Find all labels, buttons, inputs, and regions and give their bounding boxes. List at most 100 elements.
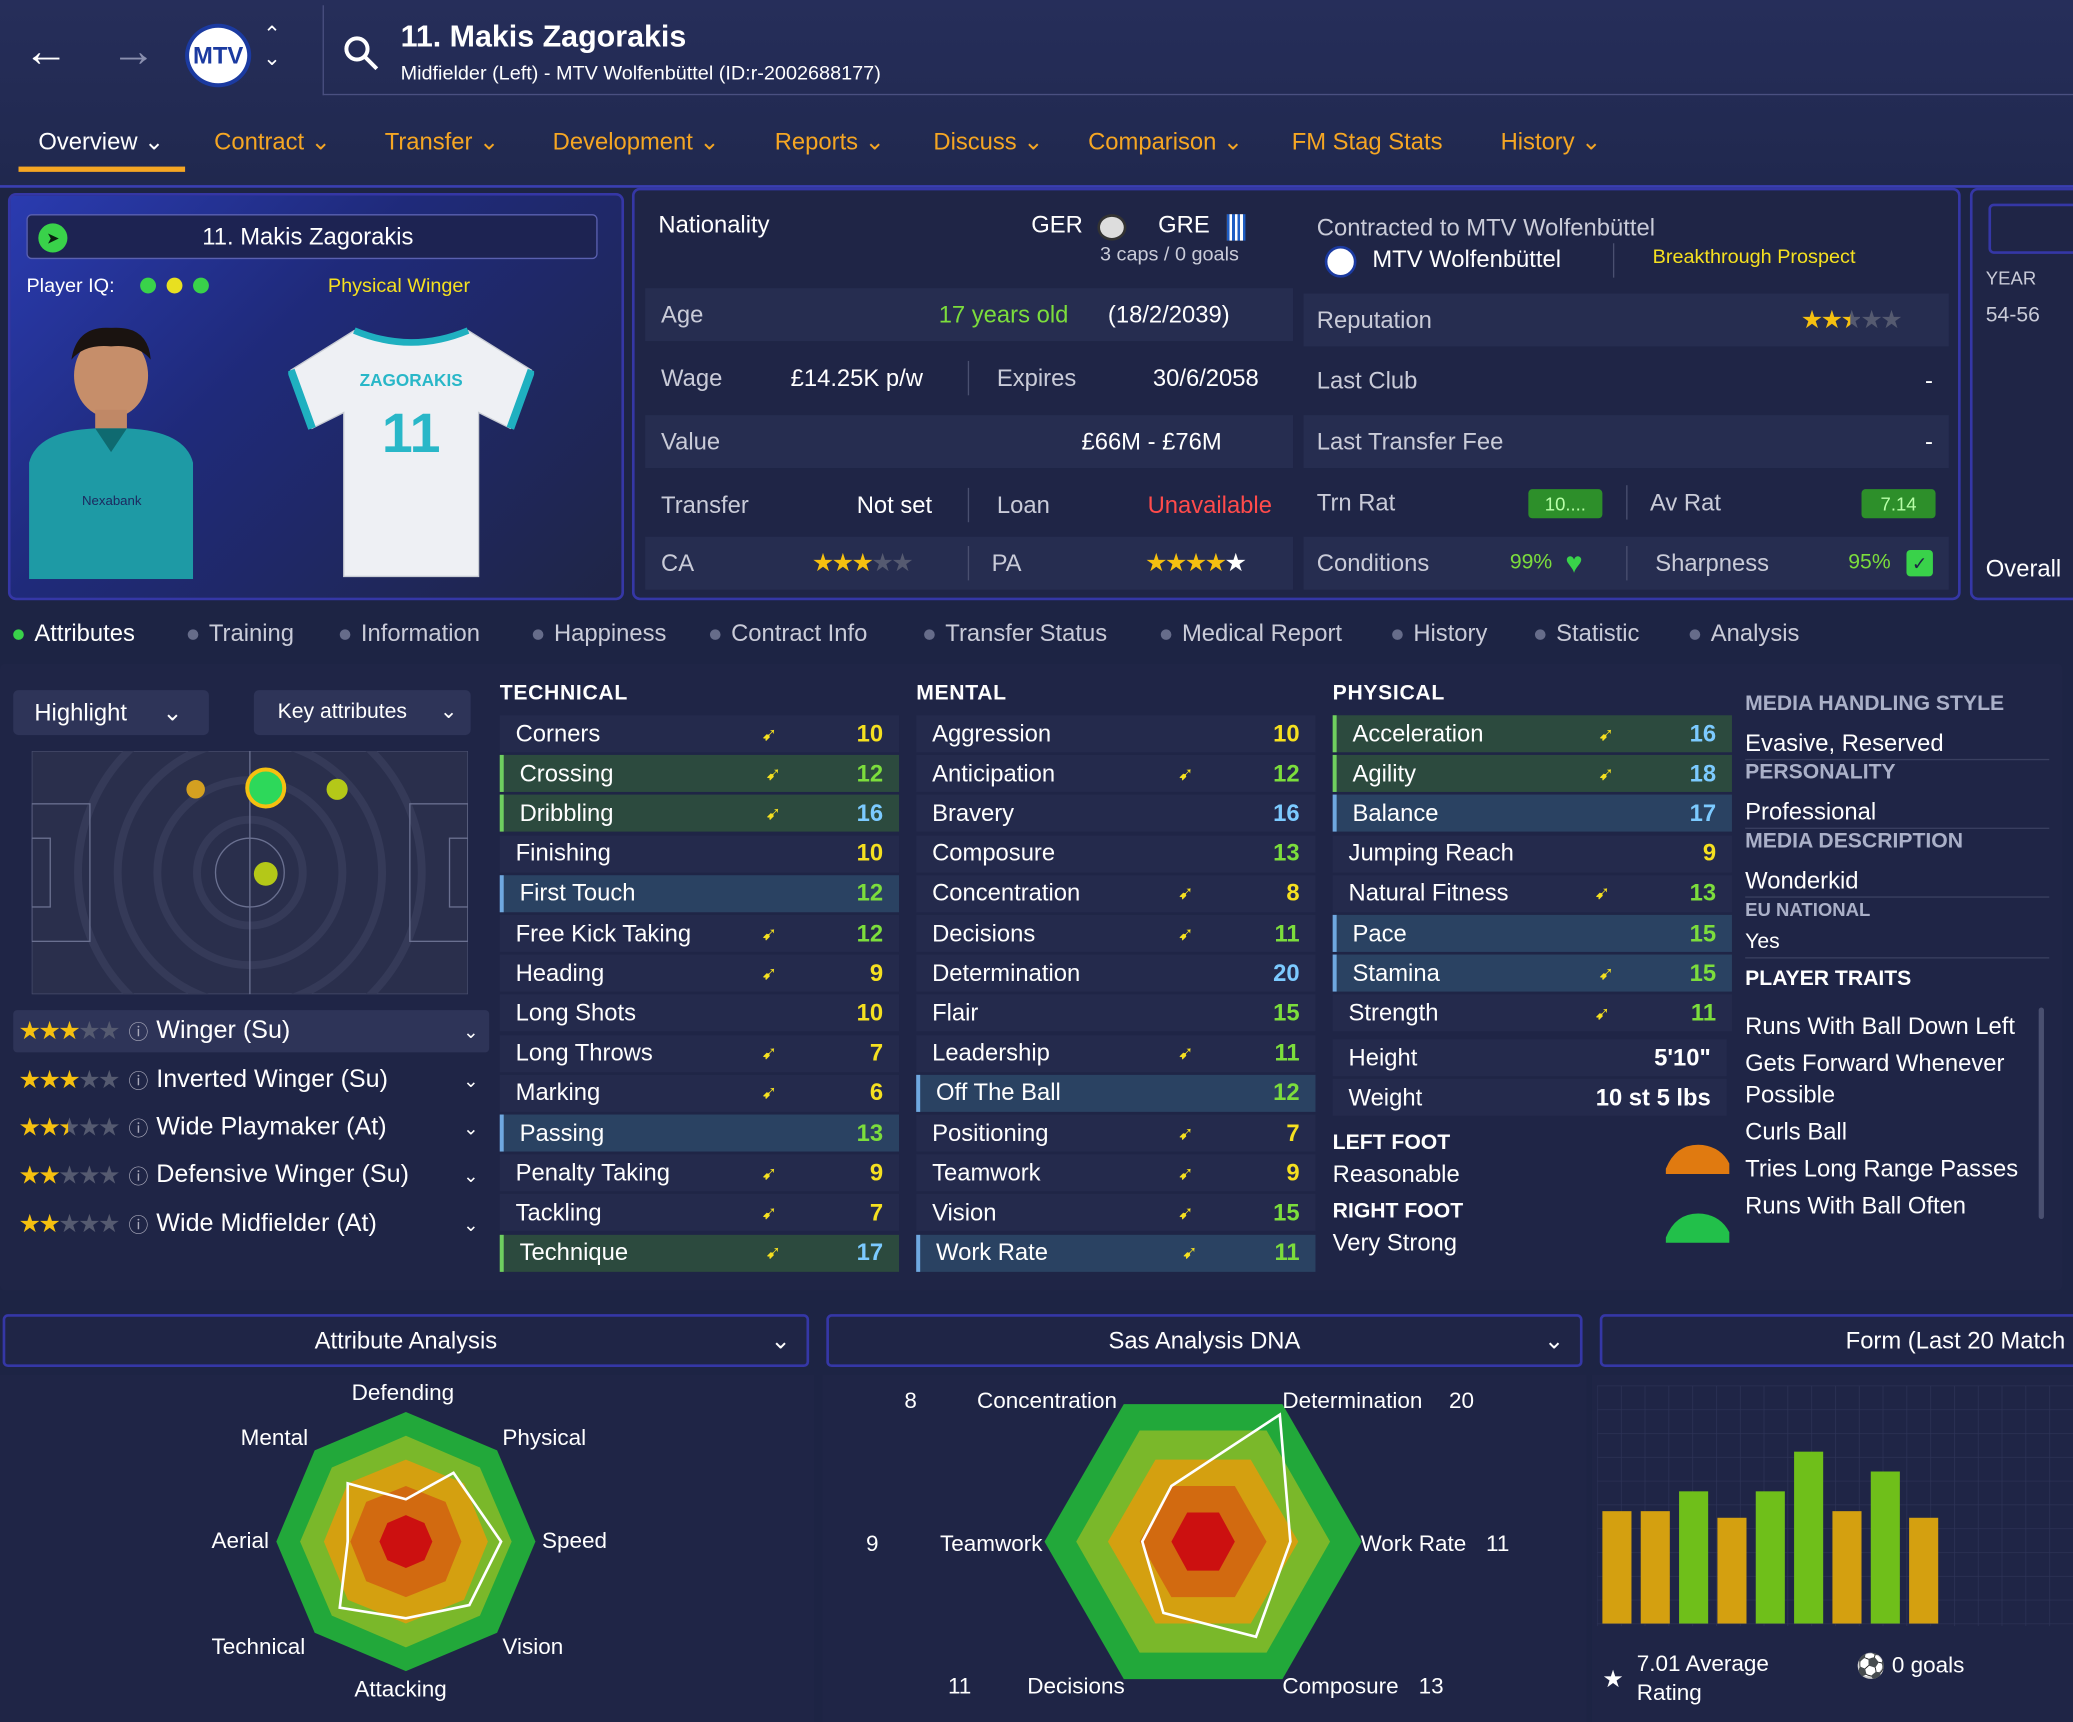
player-switch-icon[interactable]: ⌃ ⌄ [263,23,281,71]
player-iq-dots [140,277,209,294]
attribute-row[interactable]: Dribbling ➹ 16 [499,795,900,833]
menu-discuss[interactable]: Discuss ⌄ [933,128,1044,155]
attribute-row[interactable]: Positioning ➹ 7 [916,1114,1316,1152]
key-attributes-dropdown[interactable]: Key attributes ⌄ [253,690,471,736]
attribute-row[interactable]: Concentration ➹ 8 [916,874,1316,912]
attribute-name: Positioning [932,1119,1049,1146]
trn-badge: 10.... [1528,489,1603,519]
form-header[interactable]: Form (Last 20 Match [1599,1314,2073,1368]
side-dropdown[interactable] [1988,203,2073,254]
attribute-row[interactable]: Anticipation ➹ 12 [916,755,1316,793]
form-bar[interactable] [1794,1451,1824,1624]
tab-information[interactable]: Information [340,620,480,648]
tab-history[interactable]: History [1392,620,1487,648]
attribute-row[interactable]: Strength ➹ 11 [1332,994,1732,1032]
dna-header[interactable]: Sas Analysis DNA ⌄ [826,1314,1583,1368]
tab-training[interactable]: Training [188,620,294,648]
form-bar[interactable] [1602,1511,1632,1624]
attribute-row[interactable]: Aggression 10 [916,715,1316,753]
attribute-row[interactable]: Pace 15 [1332,914,1732,952]
attribute-name: Crossing [519,759,614,787]
attribute-row[interactable]: Jumping Reach 9 [1332,835,1732,873]
form-bar[interactable] [1679,1491,1709,1624]
form-bar[interactable] [1832,1511,1862,1624]
attribute-row[interactable]: Long Throws ➹ 7 [499,1034,900,1072]
radar-label-defending: Defending [351,1380,455,1406]
attribute-value: 11 [1274,1039,1300,1066]
attribute-row[interactable]: Decisions ➹ 11 [916,914,1316,952]
attribute-row[interactable]: Penalty Taking ➹ 9 [499,1154,900,1192]
attribute-row[interactable]: Composure 13 [916,835,1316,873]
menu-reports[interactable]: Reports ⌄ [774,128,885,155]
role-winger[interactable]: ★★★★★ ⓘ Winger (Su) ⌄ [13,1010,490,1053]
menu-comparison[interactable]: Comparison ⌄ [1088,128,1243,155]
attribute-row[interactable]: Crossing ➹ 12 [499,755,900,793]
attribute-row[interactable]: Passing 13 [499,1114,900,1152]
attribute-row[interactable]: Bravery 16 [916,795,1316,833]
form-bar[interactable] [1717,1517,1747,1624]
form-bar[interactable] [1870,1471,1900,1624]
attribute-row[interactable]: Technique ➹ 17 [499,1234,900,1272]
form-bar[interactable] [1755,1491,1785,1624]
trend-arrow-icon: ➹ [765,802,782,824]
attribute-row[interactable]: Vision ➹ 15 [916,1194,1316,1232]
traits-scrollbar[interactable] [2038,1007,2044,1219]
attribute-name: Concentration [932,879,1081,907]
menu-history[interactable]: History ⌄ [1500,128,1602,155]
role-defensive-winger[interactable]: ★★★★★ ⓘ Defensive Winger (Su) ⌄ [18,1160,479,1190]
radar-label-speed: Speed [542,1528,608,1554]
attribute-row[interactable]: Determination 20 [916,954,1316,992]
highlight-dropdown[interactable]: Highlight ⌄ [13,690,209,736]
attribute-analysis-header[interactable]: Attribute Analysis ⌄ [2,1314,810,1368]
menu-development[interactable]: Development ⌄ [552,128,720,155]
tab-transfer-status[interactable]: Transfer Status [924,620,1107,648]
attribute-row[interactable]: Stamina ➹ 15 [1332,954,1732,992]
form-bar[interactable] [1640,1511,1670,1624]
role-wide-playmaker[interactable]: ★★★★★ ⓘ Wide Playmaker (At) ⌄ [18,1113,479,1142]
form-bar[interactable] [1909,1517,1939,1624]
attribute-row[interactable]: Heading ➹ 9 [499,954,900,992]
tab-contract-info[interactable]: Contract Info [710,620,867,648]
role-inverted-winger[interactable]: ★★★★★ ⓘ Inverted Winger (Su) ⌄ [18,1065,479,1095]
nation-ger[interactable]: GER [1031,211,1083,238]
tab-attributes[interactable]: Attributes [13,620,135,648]
club-name[interactable]: MTV Wolfenbüttel [1372,245,1562,273]
value-label: Value [661,427,721,455]
attribute-row[interactable]: Marking ➹ 6 [499,1074,900,1112]
menu-transfer[interactable]: Transfer ⌄ [384,128,500,155]
forward-arrow-icon[interactable]: → [111,26,157,77]
attribute-row[interactable]: Natural Fitness ➹ 13 [1332,874,1732,912]
right-boot-icon [1665,1213,1730,1243]
attribute-row[interactable]: Long Shots 10 [499,994,900,1032]
attribute-row[interactable]: Free Kick Taking ➹ 12 [499,914,900,952]
attribute-value: 16 [1689,719,1717,747]
attribute-row[interactable]: Leadership ➹ 11 [916,1034,1316,1072]
role-wide-midfielder[interactable]: ★★★★★ ⓘ Wide Midfielder (At) ⌄ [18,1209,479,1239]
club-crest[interactable]: MTV [185,23,252,88]
menu-contract[interactable]: Contract ⌄ [214,128,331,155]
nation-gre[interactable]: GRE [1158,211,1210,238]
tab-medical-report[interactable]: Medical Report [1161,620,1342,648]
back-arrow-icon[interactable]: ← [23,26,69,77]
attribute-row[interactable]: Flair 15 [916,994,1316,1032]
attribute-row[interactable]: Off The Ball 12 [916,1074,1316,1112]
attribute-row[interactable]: Corners ➹ 10 [499,715,900,753]
attribute-row[interactable]: Balance 17 [1332,795,1732,833]
attribute-row[interactable]: Tackling ➹ 7 [499,1194,900,1232]
menu-overview[interactable]: Overview ⌄ [38,128,165,155]
attribute-row[interactable]: Teamwork ➹ 9 [916,1154,1316,1192]
attribute-row[interactable]: First Touch 12 [499,874,900,912]
tab-statistic[interactable]: Statistic [1535,620,1639,648]
attribute-name: Off The Ball [936,1079,1061,1106]
last-club-label: Last Club [1316,366,1418,394]
attribute-row[interactable]: Work Rate ➹ 11 [916,1234,1316,1272]
attribute-row[interactable]: Finishing 10 [499,835,900,873]
ger-flag-icon [1097,214,1127,241]
info-icon: ⓘ [128,1214,149,1237]
tab-happiness[interactable]: Happiness [533,620,666,648]
menu-fm-stag-stats[interactable]: FM Stag Stats [1291,128,1443,155]
attribute-row[interactable]: Agility ➹ 18 [1332,755,1732,793]
search-icon[interactable] [342,34,379,71]
attribute-row[interactable]: Acceleration ➹ 16 [1332,715,1732,753]
tab-analysis[interactable]: Analysis [1690,620,1800,648]
